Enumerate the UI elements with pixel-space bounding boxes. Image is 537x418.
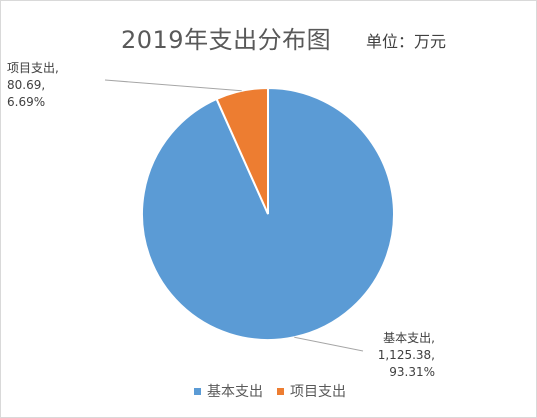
chart-title: 2019年支出分布图 [121,26,332,54]
data-label-basic-percent: 93.31% [389,365,435,379]
data-label-project-percent: 6.69% [7,95,46,109]
data-label-project-category: 项目支出, [7,61,59,75]
data-label-project: 项目支出, 80.69, 6.69% [7,60,59,111]
data-label-basic: 基本支出, 1,125.38, 93.31% [361,330,435,381]
leader-line-basic [294,336,364,352]
legend-label-project: 项目支出 [290,384,346,400]
legend-item-basic: 基本支出 [194,381,263,401]
legend: 基本支出 项目支出 [194,381,360,401]
data-label-project-value: 80.69, [7,78,46,92]
data-label-basic-value: 1,125.38, [377,348,435,362]
legend-label-basic: 基本支出 [207,384,263,400]
legend-swatch-project [277,387,284,395]
leader-lines [104,79,364,352]
unit-label: 单位：万元 [366,32,447,51]
data-label-basic-category: 基本支出, [383,331,435,345]
leader-line-project [104,79,242,92]
legend-swatch-basic [194,387,201,395]
legend-item-project: 项目支出 [277,381,346,401]
pie-slices [141,86,395,341]
